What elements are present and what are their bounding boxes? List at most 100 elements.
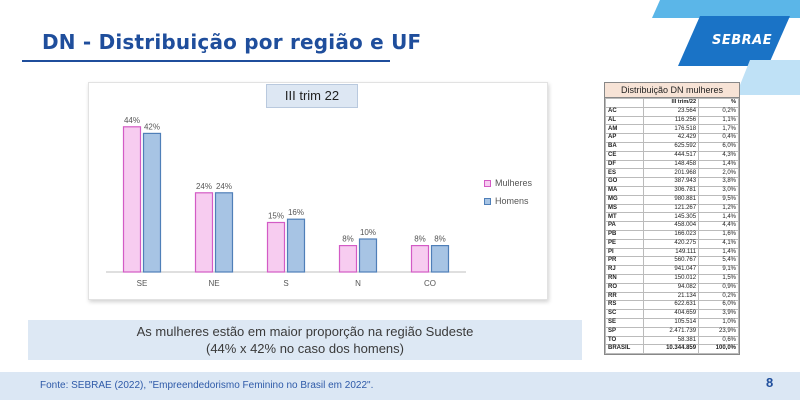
percent-cell: 1,5% xyxy=(698,273,739,284)
legend-item-homens: Homens xyxy=(484,194,532,208)
sebrae-logo: SEBRAE xyxy=(600,0,800,95)
count-cell: 622.631 xyxy=(642,300,700,311)
total-label-cell: BRASIL xyxy=(605,344,644,355)
percent-cell: 3,9% xyxy=(698,309,739,319)
uf-cell: BA xyxy=(605,141,644,152)
table-row: SC 404.659 3,9% xyxy=(605,309,739,319)
uf-cell: PE xyxy=(605,238,644,249)
count-cell: 404.659 xyxy=(642,309,700,319)
data-label-homens-se: 42% xyxy=(144,122,160,131)
x-tick-label-s: S xyxy=(283,279,288,288)
legend-item-mulheres: Mulheres xyxy=(484,176,532,190)
uf-cell: PB xyxy=(605,229,644,240)
table-row: PI 149.111 1,4% xyxy=(605,247,739,258)
uf-cell: RO xyxy=(605,282,644,293)
uf-cell: MS xyxy=(605,203,644,214)
legend-label-homens: Homens xyxy=(495,196,529,206)
chart-legend: Mulheres Homens xyxy=(484,176,532,212)
percent-cell: 0,2% xyxy=(698,106,739,117)
uf-cell: AL xyxy=(605,115,644,126)
uf-cell: SC xyxy=(605,309,644,319)
percent-cell: 0,4% xyxy=(698,133,739,143)
total-percent-cell: 100,0% xyxy=(698,344,739,355)
data-label-homens-ne: 24% xyxy=(216,182,232,191)
chart-card xyxy=(88,82,548,300)
table-row: AM 176.518 1,7% xyxy=(605,124,739,135)
table-row: PA 458.004 4,4% xyxy=(605,221,739,231)
table-row: RJ 941.047 9,1% xyxy=(605,265,739,275)
percent-cell: 3,0% xyxy=(698,185,739,196)
uf-cell: GO xyxy=(605,177,644,187)
bar-homens-co xyxy=(430,245,450,273)
table-row: AL 116.256 1,1% xyxy=(605,115,739,126)
count-cell: 42.429 xyxy=(642,133,700,143)
uf-cell: MT xyxy=(605,212,644,223)
table-row: PE 420.275 4,1% xyxy=(605,238,739,249)
count-cell: 21.134 xyxy=(642,291,700,302)
count-cell: 387.943 xyxy=(642,177,700,187)
percent-cell: 1,4% xyxy=(698,247,739,258)
count-cell: 444.517 xyxy=(642,150,700,161)
x-tick-label-n: N xyxy=(355,279,361,288)
count-cell: 2.471.739 xyxy=(642,326,700,337)
insight-banner: As mulheres estão em maior proporção na … xyxy=(28,320,582,360)
count-cell: 420.275 xyxy=(642,238,700,249)
percent-cell: 2,0% xyxy=(698,168,739,179)
percent-cell: 9,5% xyxy=(698,194,739,205)
count-cell: 150.012 xyxy=(642,273,700,284)
count-cell: 145.305 xyxy=(642,212,700,223)
period-badge: III trim 22 xyxy=(266,84,358,108)
table-row: PR 560.767 5,4% xyxy=(605,256,739,267)
data-label-mulheres-ne: 24% xyxy=(196,182,212,191)
uf-cell: RR xyxy=(605,291,644,302)
percent-cell: 5,4% xyxy=(698,256,739,267)
table-row: RR 21.134 0,2% xyxy=(605,291,739,302)
logo-text: SEBRAE xyxy=(712,33,773,48)
count-cell: 116.256 xyxy=(642,115,700,126)
table-row: MS 121.267 1,2% xyxy=(605,203,739,214)
percent-cell: 3,8% xyxy=(698,177,739,187)
count-cell: 23.564 xyxy=(642,106,700,117)
percent-cell: 6,0% xyxy=(698,141,739,152)
uf-cell: RN xyxy=(605,273,644,284)
count-cell: 176.518 xyxy=(642,124,700,135)
count-cell: 166.023 xyxy=(642,229,700,240)
uf-cell: CE xyxy=(605,150,644,161)
count-cell: 148.458 xyxy=(642,159,700,170)
bar-mulheres-se xyxy=(122,126,142,273)
table-row: PB 166.023 1,6% xyxy=(605,229,739,240)
percent-cell: 1,0% xyxy=(698,317,739,328)
bar-homens-s xyxy=(286,218,306,273)
data-label-mulheres-co: 8% xyxy=(414,235,426,244)
table-header-percent: % xyxy=(698,98,739,108)
uf-cell: MG xyxy=(605,194,644,205)
uf-cell: AC xyxy=(605,106,644,117)
table-row: CE 444.517 4,3% xyxy=(605,150,739,161)
title-underline xyxy=(22,60,390,62)
page-number: 8 xyxy=(766,375,774,390)
uf-cell: MA xyxy=(605,185,644,196)
uf-cell: PR xyxy=(605,256,644,267)
bar-mulheres-s xyxy=(266,221,286,273)
percent-cell: 4,4% xyxy=(698,221,739,231)
bar-homens-ne xyxy=(214,192,234,273)
uf-cell: RS xyxy=(605,300,644,311)
uf-distribution-table: Distribuição DN mulheres III trim/22 % A… xyxy=(604,82,740,356)
bar-mulheres-n xyxy=(338,245,358,273)
count-cell: 306.781 xyxy=(642,185,700,196)
percent-cell: 0,6% xyxy=(698,335,739,346)
data-label-homens-co: 8% xyxy=(434,235,446,244)
count-cell: 149.111 xyxy=(642,247,700,258)
table-row: TO 58.381 0,6% xyxy=(605,335,739,346)
table-total-row: BRASIL 10.344.859 100,0% xyxy=(605,344,739,355)
count-cell: 560.767 xyxy=(642,256,700,267)
insight-line-1: As mulheres estão em maior proporção na … xyxy=(136,324,474,339)
percent-cell: 1,4% xyxy=(698,159,739,170)
legend-swatch-mulheres xyxy=(484,179,491,187)
percent-cell: 6,0% xyxy=(698,300,739,311)
count-cell: 980.881 xyxy=(642,194,700,205)
table-row: DF 148.458 1,4% xyxy=(605,159,739,170)
legend-label-mulheres: Mulheres xyxy=(495,178,533,188)
uf-table: III trim/22 % AC 23.564 0,2% AL 116.256 1,1% A… xyxy=(605,98,739,355)
data-label-mulheres-se: 44% xyxy=(124,116,140,125)
